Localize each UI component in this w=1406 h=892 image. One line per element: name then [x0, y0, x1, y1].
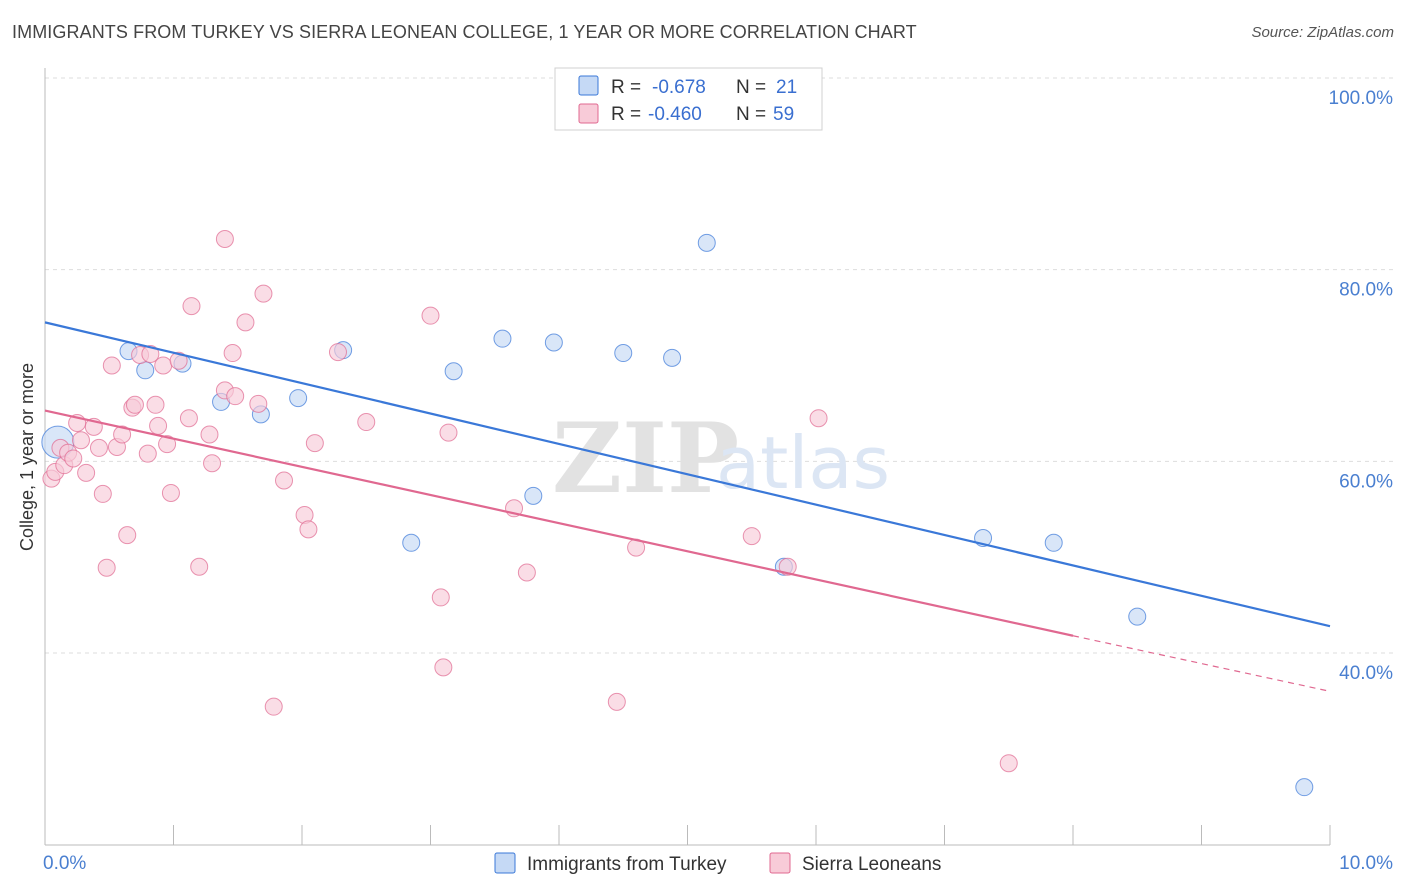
sierra-point	[264, 697, 283, 716]
sierra-point	[161, 483, 180, 502]
sierra-point	[154, 356, 173, 375]
stats-box-frame	[554, 67, 823, 131]
sierra-point	[125, 395, 144, 414]
x-tick-label: 10.0%	[1339, 853, 1393, 874]
sierra-point	[118, 526, 137, 545]
sierra-point	[215, 230, 234, 248]
turkey-point	[1044, 533, 1063, 552]
sierra-point	[149, 416, 168, 435]
watermark-zip: ZIP	[552, 402, 739, 515]
sierra-n-label: N =	[736, 104, 766, 125]
turkey-r-value: -0.678	[652, 77, 706, 98]
sierra-point	[439, 423, 458, 442]
sierra-point	[607, 692, 626, 711]
sierra-r-value: -0.460	[648, 104, 702, 125]
turkey-point	[136, 361, 155, 380]
y-tick-label: 100.0%	[1329, 88, 1394, 109]
sierra-point	[421, 306, 440, 325]
turkey-n-value: 21	[776, 77, 797, 98]
sierra-point	[357, 413, 376, 432]
stats-box: R = -0.678 N = 21 R = -0.460 N = 59	[554, 67, 823, 131]
sierra-point	[517, 563, 536, 582]
turkey-point	[697, 233, 716, 252]
sierra-point	[226, 387, 245, 406]
sierra-trend-line	[44, 409, 1074, 637]
sierra-point	[158, 435, 177, 454]
sierra-r-label: R =	[611, 104, 641, 125]
watermark: ZIP atlas	[552, 402, 890, 515]
data-points	[41, 230, 1314, 797]
turkey-swatch	[578, 75, 599, 96]
sierra-point	[431, 588, 450, 607]
y-tick-label: 80.0%	[1339, 280, 1393, 301]
turkey-n-label: N =	[736, 77, 766, 98]
x-tick-label: 0.0%	[43, 853, 86, 874]
sierra-point	[999, 754, 1018, 773]
sierra-point	[97, 558, 116, 577]
sierra-point	[434, 658, 453, 677]
sierra-point	[113, 425, 132, 444]
sierra-point	[305, 434, 324, 453]
legend-turkey-label: Immigrants from Turkey	[527, 854, 727, 875]
y-axis-label: College, 1 year or more	[17, 363, 37, 551]
sierra-point	[236, 313, 255, 332]
sierra-point	[169, 351, 188, 370]
turkey-point	[1128, 607, 1147, 626]
sierra-point	[102, 356, 121, 375]
turkey-point	[524, 486, 543, 505]
sierra-point	[71, 431, 90, 450]
sierra-point	[778, 557, 797, 576]
turkey-point	[614, 344, 633, 363]
sierra-point	[328, 343, 347, 362]
turkey-point	[289, 389, 308, 408]
y-tick-labels: 100.0% 80.0% 60.0% 40.0%	[1329, 88, 1394, 684]
watermark-atlas: atlas	[716, 421, 890, 505]
turkey-point	[1295, 778, 1314, 797]
sierra-point	[742, 527, 761, 546]
gridlines	[45, 77, 1395, 654]
turkey-trend-line	[44, 321, 1331, 628]
sierra-swatch	[578, 103, 599, 124]
sierra-point	[203, 454, 222, 473]
y-tick-label: 40.0%	[1339, 663, 1393, 684]
chart-title: IMMIGRANTS FROM TURKEY VS SIERRA LEONEAN…	[12, 22, 917, 42]
sierra-point	[93, 484, 112, 503]
y-tick-label: 60.0%	[1339, 471, 1393, 492]
sierra-point	[179, 409, 198, 428]
sierra-point	[141, 345, 160, 363]
sierra-point	[200, 425, 219, 444]
axes	[44, 68, 1331, 846]
turkey-r-label: R =	[611, 77, 641, 98]
sierra-point	[138, 444, 157, 463]
legend-turkey-swatch	[494, 852, 516, 874]
sierra-point	[809, 409, 828, 428]
turkey-point	[663, 348, 682, 367]
sierra-point	[190, 557, 209, 576]
legend: Immigrants from Turkey Sierra Leoneans	[494, 852, 941, 875]
sierra-n-value: 59	[773, 104, 794, 125]
sierra-point	[254, 284, 273, 303]
turkey-point	[444, 362, 463, 381]
legend-sierra-swatch	[769, 852, 791, 874]
legend-sierra-label: Sierra Leoneans	[802, 854, 941, 875]
trend-lines	[44, 321, 1331, 692]
turkey-point	[544, 333, 563, 352]
sierra-point	[249, 394, 268, 413]
sierra-point	[223, 344, 242, 363]
sierra-point	[89, 438, 108, 457]
sierra-point	[77, 463, 96, 482]
source-label: Source: ZipAtlas.com	[1251, 24, 1394, 41]
sierra-point	[182, 297, 201, 316]
sierra-point	[146, 395, 165, 414]
sierra-point	[299, 520, 318, 539]
x-tick-labels: 0.0% 10.0%	[43, 853, 1393, 874]
sierra-trend-extension	[1072, 635, 1331, 692]
turkey-point	[493, 329, 512, 348]
turkey-point	[402, 533, 421, 552]
sierra-point	[64, 449, 83, 468]
sierra-point	[275, 471, 294, 490]
